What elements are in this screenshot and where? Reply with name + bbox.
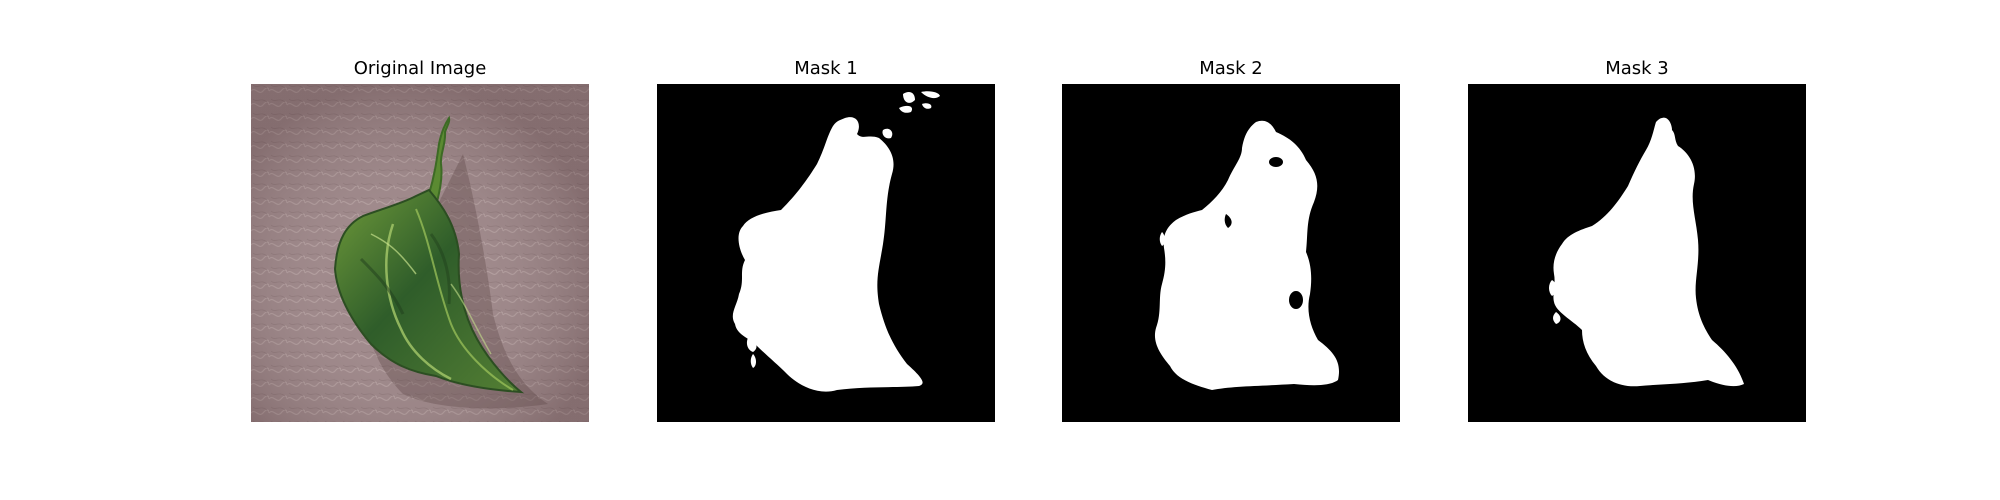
mask-3-image <box>1468 84 1806 422</box>
mask-1-image <box>657 84 995 422</box>
mask-2-image <box>1062 84 1400 422</box>
original-image-photo <box>251 84 589 422</box>
panel-title-mask-3: Mask 3 <box>1605 58 1669 79</box>
panel-title-mask-1: Mask 1 <box>794 58 858 79</box>
panel-title-original-image: Original Image <box>353 58 487 79</box>
mask-3-shape <box>1468 84 1806 422</box>
panel-title-mask-2: Mask 2 <box>1199 58 1263 79</box>
original-image <box>251 84 589 422</box>
mask-2-shape <box>1062 84 1400 422</box>
mask-1-shape <box>657 84 995 422</box>
